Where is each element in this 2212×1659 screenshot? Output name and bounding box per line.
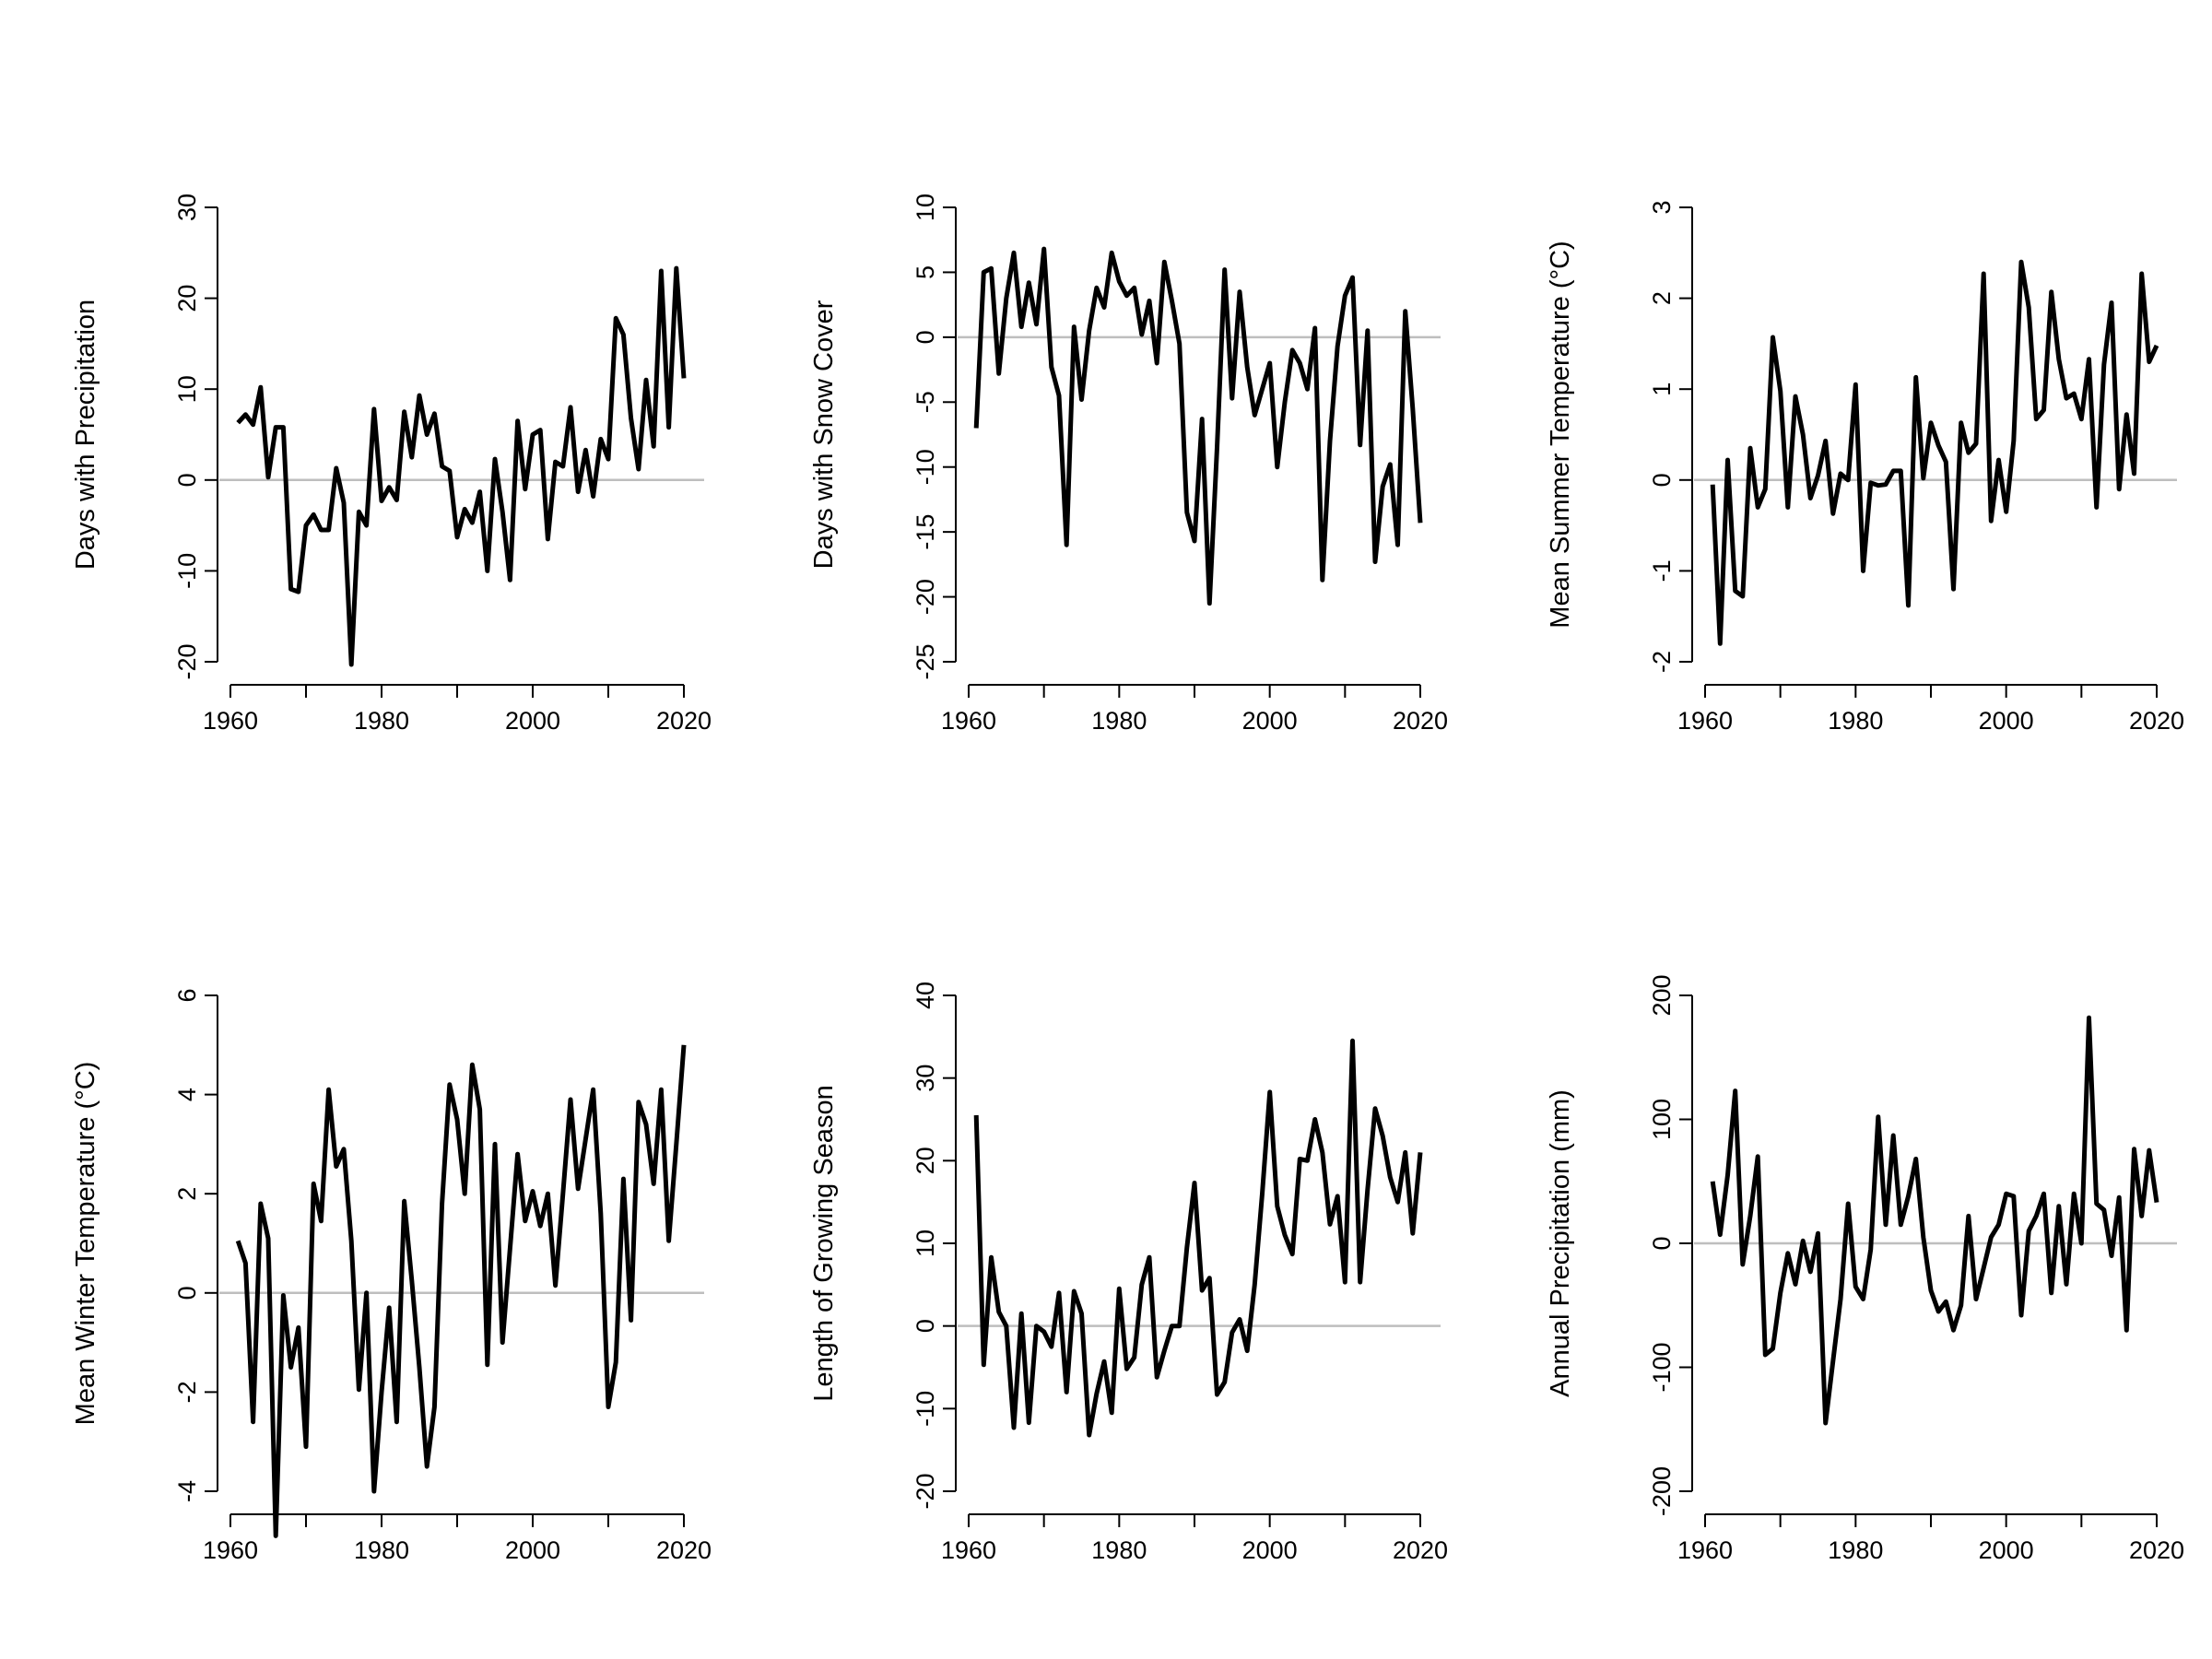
chart-panel-1: 1960 1980 2000 2020 -20 -10 0 10 20 30 Days with P…	[71, 194, 712, 735]
series-line	[236, 265, 687, 667]
y-tick-label: 20	[912, 1147, 939, 1174]
x-tick-label: 2000	[1242, 1536, 1298, 1564]
series-line	[973, 246, 1423, 606]
y-tick-label: 200	[1648, 974, 1676, 1016]
y-tick-label: 1	[1648, 382, 1676, 396]
y-axis-title: Days with Precipitation	[71, 300, 100, 570]
chart-panel-4: 1960 1980 2000 2020 -4 -2 0 2 4 6 Mean Winter Temp…	[71, 988, 712, 1564]
x-tick-label: 2000	[1979, 707, 2034, 735]
y-tick-label: 6	[173, 988, 201, 1002]
y-tick-label: 0	[1648, 473, 1676, 487]
y-axis-title: Annual Precipitation (mm)	[1546, 1089, 1575, 1397]
y-tick-label: 20	[173, 285, 201, 312]
x-tick-label: 2000	[1242, 707, 1298, 735]
chart-panel-6: 1960 1980 2000 2020 -200 -100 0 100 200 Annual Pr…	[1546, 974, 2184, 1564]
x-tick-label: 1960	[203, 707, 258, 735]
y-tick-label: 30	[912, 1065, 939, 1092]
y-tick-label: 2	[1648, 291, 1676, 305]
y-tick-label: -20	[912, 579, 939, 615]
y-axis-title: Mean Winter Temperature (°C)	[71, 1062, 100, 1426]
y-tick-label: 10	[173, 375, 201, 403]
y-axis-title: Days with Snow Cover	[809, 300, 839, 569]
chart-panel-3: 1960 1980 2000 2020 -2 -1 0 1 2 3 Mean Summer Temp…	[1546, 200, 2184, 735]
y-tick-label: -10	[912, 1391, 939, 1427]
y-tick-label: 0	[173, 1286, 201, 1300]
x-tick-label: 1980	[354, 707, 409, 735]
y-tick-label: -100	[1648, 1342, 1676, 1392]
x-tick-label: 1960	[1677, 707, 1733, 735]
y-tick-label: -2	[1648, 651, 1676, 673]
y-tick-label: -2	[173, 1381, 201, 1403]
y-tick-label: -20	[173, 643, 201, 679]
x-tick-label: 2020	[1393, 1536, 1448, 1564]
y-tick-label: 4	[173, 1088, 201, 1101]
x-tick-label: 2000	[1979, 1536, 2034, 1564]
y-tick-label: -15	[912, 514, 939, 550]
y-tick-label: -20	[912, 1473, 939, 1509]
y-tick-label: 10	[912, 1230, 939, 1257]
y-tick-label: -10	[173, 553, 201, 589]
y-axis-title: Mean Summer Temperature (°C)	[1546, 241, 1575, 628]
x-tick-label: 2000	[505, 1536, 560, 1564]
y-tick-label: -4	[173, 1480, 201, 1502]
y-tick-label: 3	[1648, 200, 1676, 214]
x-tick-label: 2000	[505, 707, 560, 735]
y-tick-label: 10	[912, 194, 939, 221]
x-tick-label: 2020	[1393, 707, 1448, 735]
y-tick-label: -200	[1648, 1466, 1676, 1516]
y-tick-label: -1	[1648, 559, 1676, 582]
y-tick-label: 100	[1648, 1099, 1676, 1140]
x-tick-label: 1980	[354, 1536, 409, 1564]
series-line	[1710, 1015, 2159, 1426]
x-tick-label: 1980	[1828, 1536, 1883, 1564]
x-tick-label: 2020	[656, 707, 712, 735]
x-tick-label: 1960	[1677, 1536, 1733, 1564]
x-tick-label: 1980	[1828, 707, 1883, 735]
x-tick-label: 1960	[941, 1536, 996, 1564]
y-tick-label: 0	[173, 473, 201, 487]
y-tick-label: 5	[912, 265, 939, 279]
y-tick-label: 40	[912, 982, 939, 1009]
series-line	[973, 1038, 1423, 1438]
y-tick-label: -25	[912, 643, 939, 679]
x-tick-label: 1960	[203, 1536, 258, 1564]
x-tick-label: 1980	[1091, 1536, 1147, 1564]
series-line	[235, 1044, 687, 1538]
y-tick-label: 0	[1648, 1236, 1676, 1250]
y-tick-label: 0	[912, 330, 939, 344]
y-tick-label: 0	[912, 1319, 939, 1333]
x-tick-label: 2020	[2129, 1536, 2184, 1564]
chart-panel-2: 1960 1980 2000 2020 -25 -20 -15 -10 -5 0 5 10 Days w…	[809, 194, 1448, 735]
x-tick-label: 1960	[941, 707, 996, 735]
y-tick-label: 2	[173, 1187, 201, 1201]
y-axis-title: Length of Growing Season	[809, 1085, 839, 1401]
x-tick-label: 2020	[656, 1536, 712, 1564]
y-tick-label: 30	[173, 194, 201, 221]
x-tick-label: 1980	[1091, 707, 1147, 735]
series-line	[1710, 259, 2159, 646]
x-tick-label: 2020	[2129, 707, 2184, 735]
chart-panel-5: 1960 1980 2000 2020 -20 -10 0 10 20 30 40 Length of…	[809, 982, 1448, 1564]
y-tick-label: -5	[912, 391, 939, 413]
y-tick-label: -10	[912, 449, 939, 485]
